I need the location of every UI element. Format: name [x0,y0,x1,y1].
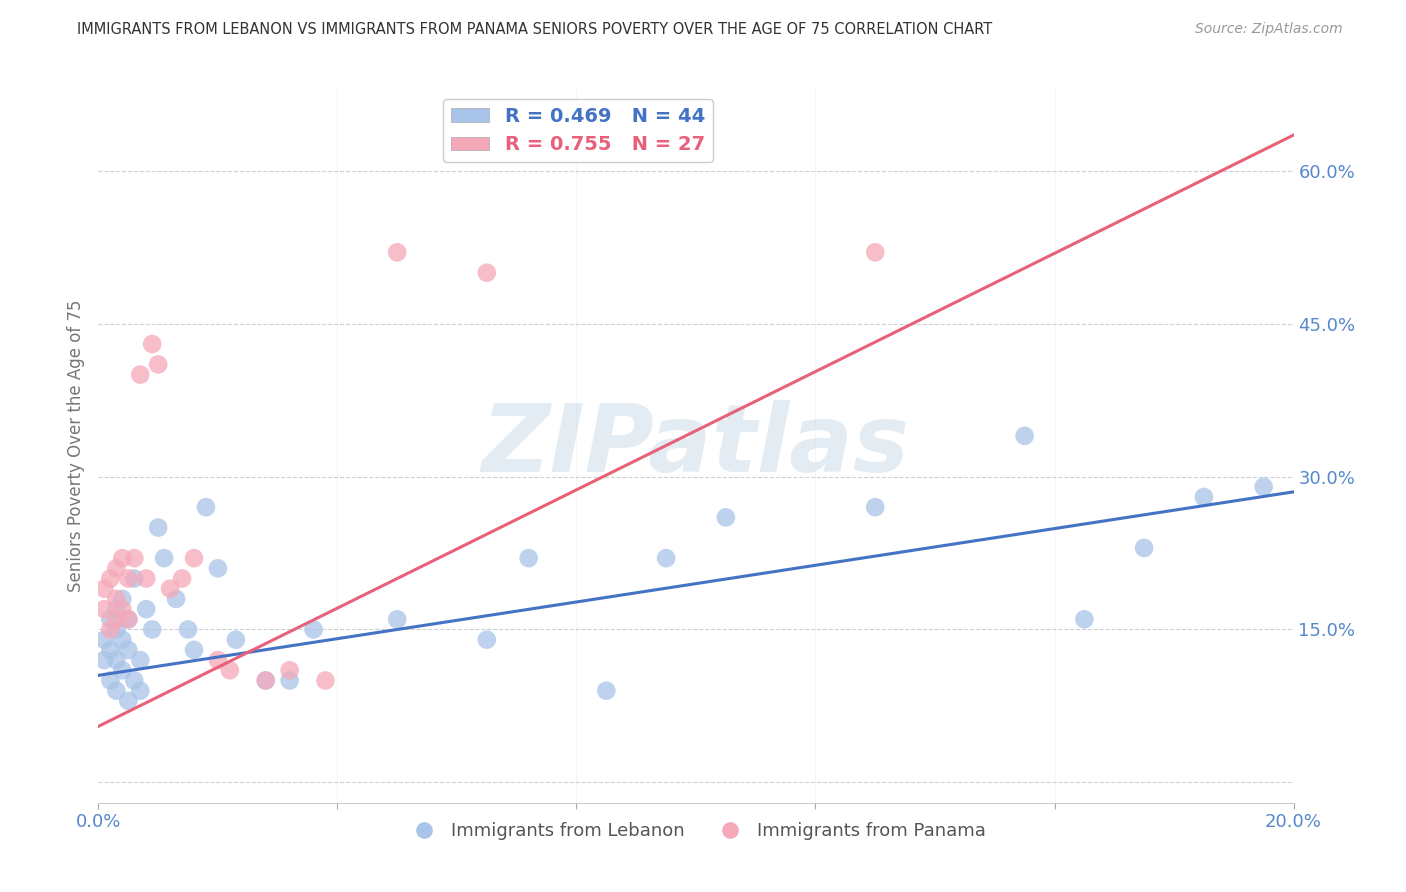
Immigrants from Lebanon [111,591,134,606]
Immigrants from Lebanon [385,612,409,626]
Immigrants from Lebanon [129,653,152,667]
Immigrants from Panama [98,572,122,586]
Immigrants from Lebanon [595,683,617,698]
Immigrants from Panama [93,602,115,616]
Immigrants from Lebanon [98,673,122,688]
Immigrants from Panama [207,653,229,667]
Immigrants from Panama [111,551,134,566]
Immigrants from Panama [278,663,301,677]
Immigrants from Lebanon [98,643,122,657]
Immigrants from Lebanon [111,663,134,677]
Immigrants from Lebanon [1073,612,1095,626]
Immigrants from Lebanon [105,623,128,637]
Immigrants from Lebanon [195,500,218,515]
Immigrants from Panama [475,266,498,280]
Immigrants from Panama [117,572,139,586]
Immigrants from Lebanon [207,561,229,575]
Immigrants from Lebanon [117,612,139,626]
Immigrants from Lebanon [302,623,325,637]
Immigrants from Lebanon [105,653,128,667]
Immigrants from Lebanon [148,520,170,534]
Text: ZIPatlas: ZIPatlas [482,400,910,492]
Immigrants from Lebanon [165,591,187,606]
Immigrants from Lebanon [1014,429,1036,443]
Immigrants from Lebanon [714,510,737,524]
Immigrants from Lebanon [117,643,139,657]
Immigrants from Lebanon [105,683,128,698]
Immigrants from Panama [124,551,146,566]
Immigrants from Lebanon [124,673,146,688]
Immigrants from Lebanon [129,683,152,698]
Immigrants from Panama [148,358,170,372]
Immigrants from Lebanon [225,632,247,647]
Immigrants from Lebanon [135,602,157,616]
Immigrants from Panama [172,572,194,586]
Immigrants from Panama [385,245,409,260]
Y-axis label: Seniors Poverty Over the Age of 75: Seniors Poverty Over the Age of 75 [66,300,84,592]
Immigrants from Panama [183,551,205,566]
Immigrants from Panama [135,572,157,586]
Immigrants from Lebanon [1253,480,1275,494]
Immigrants from Lebanon [278,673,301,688]
Immigrants from Lebanon [93,632,115,647]
Immigrants from Panama [117,612,139,626]
Immigrants from Panama [315,673,337,688]
Immigrants from Panama [93,582,115,596]
Immigrants from Panama [105,591,128,606]
Immigrants from Panama [111,602,134,616]
Immigrants from Lebanon [93,653,115,667]
Immigrants from Lebanon [141,623,163,637]
Immigrants from Lebanon [517,551,540,566]
Immigrants from Lebanon [177,623,200,637]
Immigrants from Lebanon [183,643,205,657]
Immigrants from Panama [159,582,181,596]
Immigrants from Panama [219,663,242,677]
Immigrants from Panama [129,368,152,382]
Immigrants from Panama [105,612,128,626]
Immigrants from Panama [254,673,277,688]
Immigrants from Lebanon [254,673,277,688]
Immigrants from Lebanon [98,612,122,626]
Immigrants from Lebanon [153,551,176,566]
Immigrants from Lebanon [865,500,887,515]
Immigrants from Lebanon [1192,490,1215,504]
Immigrants from Panama [98,623,122,637]
Legend: Immigrants from Lebanon, Immigrants from Panama: Immigrants from Lebanon, Immigrants from… [399,815,993,847]
Immigrants from Lebanon [1133,541,1156,555]
Immigrants from Panama [105,561,128,575]
Immigrants from Lebanon [655,551,678,566]
Immigrants from Lebanon [475,632,498,647]
Immigrants from Panama [141,337,163,351]
Immigrants from Lebanon [117,694,139,708]
Immigrants from Lebanon [124,572,146,586]
Immigrants from Lebanon [111,632,134,647]
Immigrants from Panama [865,245,887,260]
Text: IMMIGRANTS FROM LEBANON VS IMMIGRANTS FROM PANAMA SENIORS POVERTY OVER THE AGE O: IMMIGRANTS FROM LEBANON VS IMMIGRANTS FR… [77,22,993,37]
Text: Source: ZipAtlas.com: Source: ZipAtlas.com [1195,22,1343,37]
Immigrants from Lebanon [105,602,128,616]
